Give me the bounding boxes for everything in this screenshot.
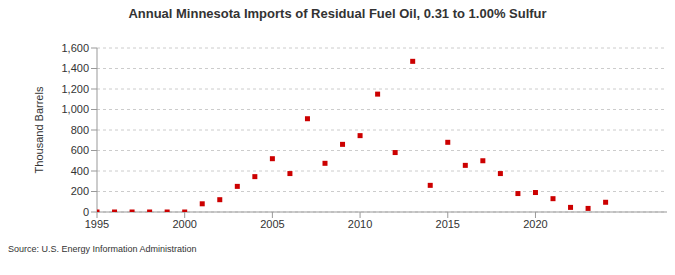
- svg-text:800: 800: [71, 124, 89, 136]
- html-text:Source: U.S. Energy Informatio: Source: U.S. Energy Information Administ…: [8, 244, 197, 254]
- svg-text:Thousand Barrels: Thousand Barrels: [33, 86, 45, 173]
- svg-text:2005: 2005: [260, 218, 284, 230]
- svg-text:1,000: 1,000: [61, 103, 89, 115]
- svg-text:1,400: 1,400: [61, 62, 89, 74]
- svg-text:1,600: 1,600: [61, 42, 89, 54]
- svg-text:2020: 2020: [523, 218, 547, 230]
- svg-text:1995: 1995: [85, 218, 109, 230]
- html-text:Annual Minnesota Imports of Re: Annual Minnesota Imports of Residual Fue…: [128, 6, 547, 21]
- svg-text:0: 0: [83, 206, 89, 218]
- svg-text:2000: 2000: [172, 218, 196, 230]
- svg-text:200: 200: [71, 185, 89, 197]
- svg-text:1,200: 1,200: [61, 83, 89, 95]
- svg-text:400: 400: [71, 165, 89, 177]
- svg-text:600: 600: [71, 144, 89, 156]
- svg-text:2015: 2015: [436, 218, 460, 230]
- svg-text:2010: 2010: [348, 218, 372, 230]
